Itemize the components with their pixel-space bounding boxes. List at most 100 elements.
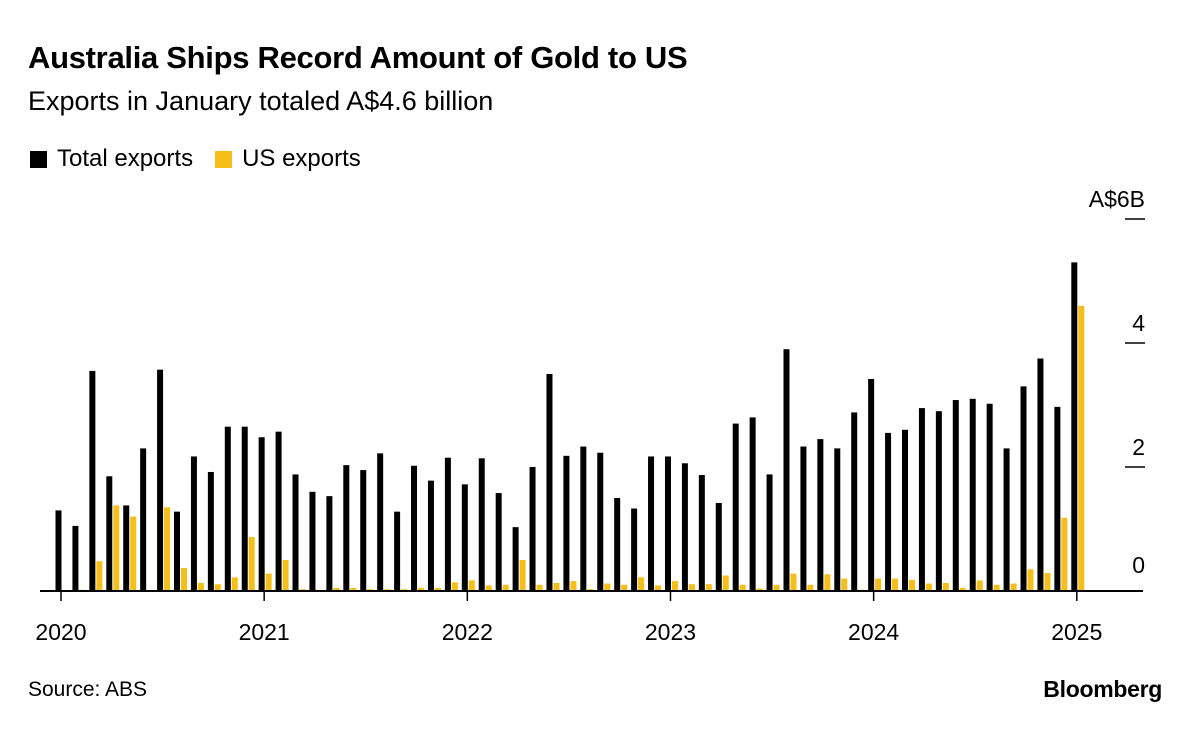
legend-item-total: Total exports: [30, 145, 193, 173]
total-export-bar: [986, 403, 993, 591]
total-export-bar: [89, 370, 96, 591]
total-export-bar: [732, 423, 739, 591]
total-export-bar: [512, 527, 519, 591]
total-export-bar: [258, 437, 265, 591]
us-export-bar: [570, 581, 577, 591]
us-export-bar: [722, 575, 729, 591]
us-export-bar: [282, 560, 289, 591]
total-export-bar: [952, 400, 959, 591]
total-export-bar: [207, 471, 214, 591]
us-export-bar: [418, 587, 425, 591]
us-export-bar: [197, 582, 204, 591]
x-tick-label: 2022: [442, 619, 493, 645]
total-export-bar: [868, 378, 875, 591]
total-export-bar: [902, 429, 908, 591]
total-export-bar: [783, 349, 790, 591]
total-export-bar: [275, 431, 282, 591]
us-export-bar: [96, 561, 103, 591]
us-export-bar: [214, 584, 221, 591]
us-export-bar: [164, 507, 171, 591]
us-export-bar: [909, 579, 915, 591]
total-export-bar: [698, 475, 705, 591]
legend-swatch-us: [215, 150, 233, 168]
total-export-bar: [1003, 448, 1010, 591]
us-export-bar: [468, 580, 475, 591]
total-export-bar: [360, 470, 367, 591]
us-export-bar: [621, 584, 628, 591]
chart-legend: Total exports US exports: [30, 145, 383, 173]
total-export-bar: [766, 474, 773, 591]
us-export-bar: [892, 578, 899, 591]
total-export-bar: [427, 480, 434, 591]
total-export-bar: [326, 496, 333, 591]
total-export-bar: [1037, 358, 1044, 591]
us-export-bar: [502, 584, 509, 591]
total-export-bar: [614, 498, 621, 591]
total-export-bar: [394, 511, 401, 591]
total-export-bar: [495, 493, 502, 591]
us-export-bar: [993, 584, 1000, 591]
total-export-bar: [444, 457, 451, 591]
us-export-bar: [807, 584, 814, 591]
total-export-bar: [1071, 262, 1078, 591]
us-export-bar: [434, 587, 441, 591]
total-export-bar: [800, 446, 807, 591]
total-export-bar: [597, 452, 604, 591]
us-export-bar: [942, 582, 949, 591]
x-tick-label: 2024: [848, 619, 899, 645]
us-export-bar: [638, 577, 645, 591]
us-export-bar: [231, 577, 238, 591]
us-export-bar: [553, 582, 560, 591]
legend-label-us: US exports: [242, 145, 361, 172]
us-export-bar: [841, 578, 848, 591]
total-export-bar: [140, 448, 147, 591]
us-export-bar: [536, 584, 543, 591]
total-export-bar: [529, 467, 536, 591]
us-export-bar: [671, 581, 678, 591]
us-export-bar: [739, 584, 746, 591]
legend-label-total: Total exports: [57, 145, 194, 172]
us-export-bar: [113, 505, 120, 591]
us-export-bar: [1078, 305, 1085, 591]
total-export-bar: [935, 411, 942, 591]
total-export-bar: [377, 453, 384, 591]
total-export-bar: [478, 458, 485, 591]
total-export-bar: [309, 491, 316, 591]
total-export-bar: [681, 463, 688, 591]
source-note: Source: ABS: [28, 678, 148, 701]
y-tick-label: 0: [1132, 552, 1145, 578]
x-tick-label: 2023: [645, 619, 696, 645]
us-export-bar: [959, 587, 966, 591]
us-export-bar: [688, 584, 695, 591]
us-export-bar: [485, 585, 492, 591]
total-export-bar: [190, 456, 197, 591]
total-export-bar: [648, 456, 655, 591]
total-export-bar: [851, 412, 858, 591]
total-export-bar: [969, 398, 976, 591]
total-export-bar: [1020, 386, 1027, 591]
us-export-bar: [181, 568, 188, 591]
legend-swatch-total: [30, 150, 47, 168]
y-tick-label: A$6B: [1089, 186, 1145, 212]
us-export-bar: [519, 560, 526, 591]
legend-item-us: US exports: [215, 145, 361, 173]
total-export-bar: [123, 505, 130, 591]
total-export-bar: [106, 476, 113, 591]
y-tick-label: 4: [1132, 310, 1145, 336]
total-export-bar: [631, 508, 638, 591]
us-export-bar: [1061, 517, 1068, 591]
total-export-bar: [72, 525, 79, 591]
us-export-bar: [333, 587, 340, 591]
total-export-bar: [411, 465, 418, 591]
us-export-bar: [655, 585, 662, 591]
y-tick-label: 2: [1132, 434, 1145, 460]
us-export-bar: [350, 587, 357, 591]
total-export-bar: [55, 510, 62, 591]
x-tick-label: 2021: [239, 619, 290, 645]
x-tick-label: 2025: [1051, 619, 1102, 645]
us-export-bar: [604, 583, 611, 591]
us-export-bar: [1027, 569, 1034, 591]
us-export-bar: [976, 580, 983, 591]
us-export-bar: [130, 516, 137, 591]
